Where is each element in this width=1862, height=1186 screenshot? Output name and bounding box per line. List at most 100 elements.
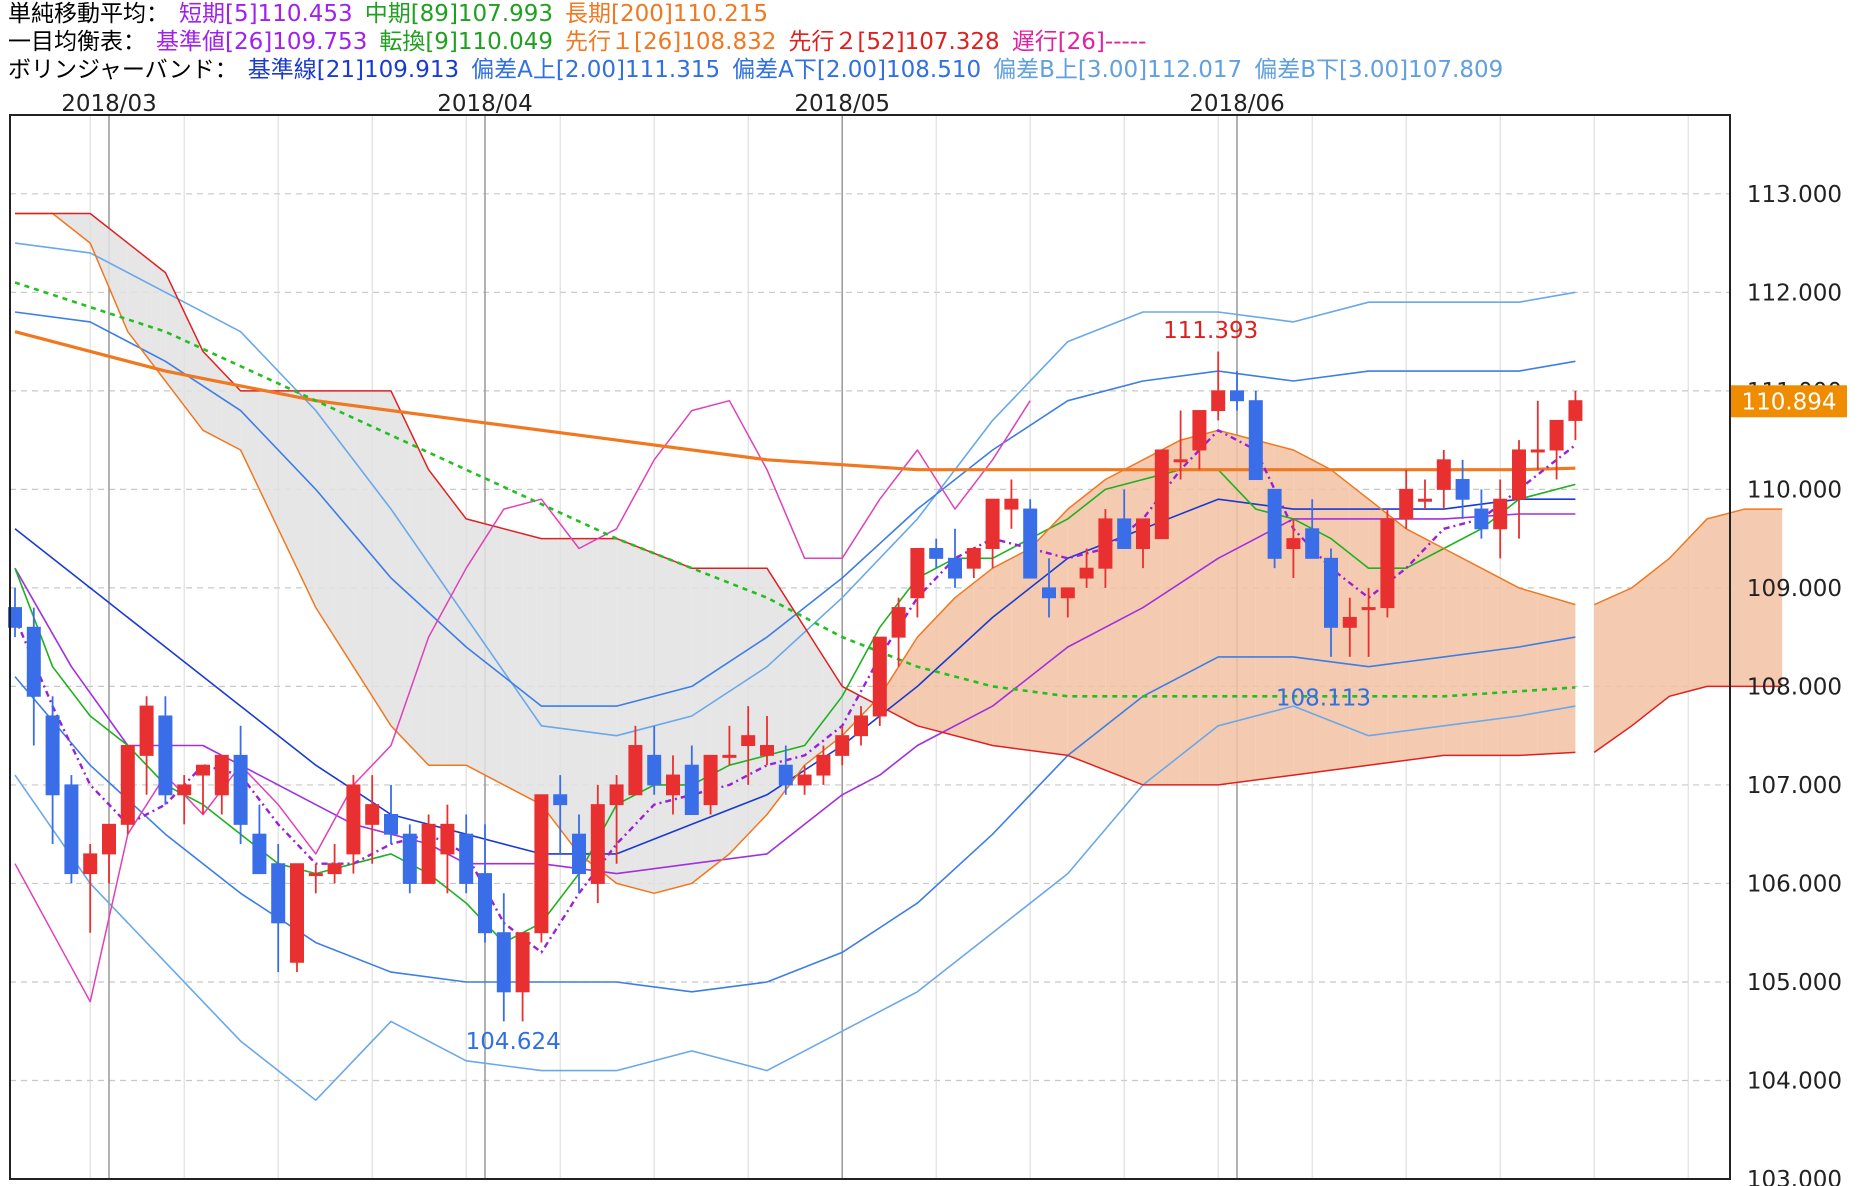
cloud-segment (1124, 459, 1143, 785)
x-tick-label: 2018/03 (61, 91, 157, 117)
candle-body (1455, 479, 1470, 500)
cloud-segment (372, 390, 391, 726)
legend-row-ichimoku: 一目均衡表： 基準値[26]109.753 転換[9]110.049 先行１[26]1… (8, 28, 1854, 56)
candle-body (1136, 518, 1150, 549)
candle-body (1549, 419, 1564, 451)
candle-body (1117, 518, 1132, 549)
cloud-segment (729, 568, 749, 854)
cloud-segment (278, 390, 297, 569)
line-bb_b_lower (14, 705, 1576, 1101)
annotation-label: 111.393 (1163, 318, 1258, 344)
cloud-segment (522, 533, 542, 805)
x-tick-label: 2018/06 (1189, 91, 1285, 117)
y-tick-label: 104.000 (1747, 1068, 1842, 1094)
legend-item-bb-b-lower: 偏差B下[3.00]107.809 (1254, 57, 1504, 83)
cloud-segment (1443, 548, 1463, 756)
candle-body (402, 833, 417, 884)
y-tick-label: 108.000 (1747, 674, 1842, 700)
candle-body (177, 784, 192, 796)
candle-body (722, 754, 737, 758)
cloud-segment (1537, 593, 1557, 755)
cloud-segment (804, 627, 824, 766)
cloud-segment (560, 538, 579, 854)
cloud-segment (992, 558, 1012, 748)
candle-body (64, 784, 79, 875)
cloud-segment (1462, 558, 1482, 756)
cloud-segment (1556, 599, 1576, 754)
candle-body (1436, 459, 1451, 490)
legend-item-tenkan: 転換[9]110.049 (379, 29, 554, 55)
candle-body (797, 774, 812, 786)
candle-body (365, 804, 380, 825)
cloud-ext-upper-line (1593, 508, 1783, 606)
legend-item-sma-mid: 中期[89]107.993 (364, 1, 554, 27)
candle-body (459, 833, 474, 884)
candle-body (102, 823, 116, 855)
y-tick-label: 109.000 (1747, 576, 1842, 602)
cloud-segment (973, 568, 993, 746)
y-tick-label: 107.000 (1747, 773, 1842, 799)
cloud-segment (127, 243, 147, 357)
candle-body (1248, 400, 1263, 481)
cloud-segment (1067, 494, 1087, 763)
candle-body (741, 735, 756, 747)
line-sma200 (14, 330, 1576, 472)
legend-item-senkou2: 先行２[52]107.328 (788, 29, 1000, 55)
candle-body (196, 764, 210, 776)
candle-body (1192, 410, 1207, 451)
legend-item-kijun: 基準値[26]109.753 (156, 29, 368, 55)
cloud-segment (447, 494, 467, 766)
candle-body (1267, 488, 1282, 559)
candle-body (1060, 587, 1075, 599)
cloud-segment (635, 546, 655, 894)
candle-body (1079, 567, 1094, 579)
candle-body (816, 754, 831, 776)
candle-body (120, 745, 135, 825)
candle-body (985, 498, 1000, 549)
candle-body (271, 863, 286, 924)
legend-item-senkou1: 先行１[26]108.832 (565, 29, 777, 55)
candle-body (1324, 557, 1338, 628)
candle-body (760, 745, 774, 756)
candle-body (45, 715, 60, 796)
x-tick-label: 2018/04 (437, 91, 533, 117)
cloud-segment (146, 257, 166, 381)
legend-item-bb-mid: 基準線[21]109.913 (247, 57, 460, 83)
candle-body (26, 626, 41, 697)
candle-body (252, 833, 267, 875)
cloud-segment (1519, 587, 1538, 756)
current-price-label: 110.894 (1741, 389, 1836, 415)
candle-body (590, 804, 605, 884)
cloud-segment (748, 568, 767, 835)
cloud-segment (1199, 430, 1219, 785)
cloud-segment (710, 568, 730, 869)
cloud-segment (90, 213, 109, 288)
y-tick-label: 105.000 (1747, 970, 1842, 996)
legend-item-bb-a-lower: 偏差A下[2.00]108.510 (732, 57, 982, 83)
candle-body (703, 754, 718, 806)
candle-body (1342, 616, 1357, 628)
candle-body (835, 735, 850, 756)
cloud-segment (1481, 568, 1501, 756)
cloud-segment (428, 469, 448, 766)
candle-body (1173, 459, 1188, 463)
candle-body (628, 745, 643, 796)
legend-label-sma: 単純移動平均： (8, 1, 169, 27)
candle-body (421, 823, 436, 884)
y-tick-label: 106.000 (1747, 871, 1842, 897)
cloud-segment (297, 390, 316, 608)
candle-body (515, 932, 530, 993)
candle-body (929, 547, 944, 559)
cloud-segment (391, 390, 410, 746)
legend-item-bb-b-upper: 偏差B上[3.00]112.017 (993, 57, 1243, 83)
legend-item-sma-short: 短期[5]110.453 (179, 1, 353, 27)
candle-body (891, 607, 906, 638)
candle-body (872, 636, 887, 717)
candlesticks (8, 351, 1583, 1022)
candle-body (1493, 498, 1508, 530)
cloud-segment (785, 597, 805, 790)
legend-label-ichimoku: 一目均衡表： (8, 29, 146, 55)
axis-labels: 113.000112.000111.000110.000109.000108.0… (61, 91, 1842, 1186)
candle-body (534, 794, 549, 934)
candle-body (1154, 449, 1169, 540)
